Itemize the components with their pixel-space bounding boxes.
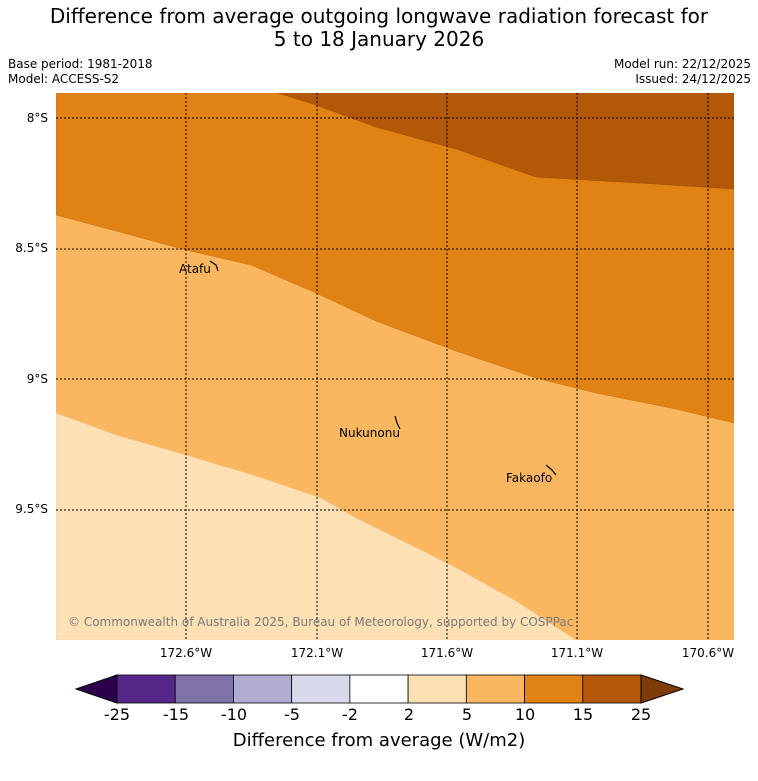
colorbar-cell xyxy=(582,674,642,704)
lon-label-171-6w: 171.6°W xyxy=(420,646,474,660)
title-line-1: Difference from average outgoing longwav… xyxy=(49,4,709,28)
colorbar-tick-m25: -25 xyxy=(103,705,131,724)
lat-label-8-5s: 8.5°S xyxy=(15,241,48,255)
colorbar-tick-m5: -5 xyxy=(284,705,300,724)
colorbar-tick-10: 10 xyxy=(514,705,536,724)
colorbar-tick-m15: -15 xyxy=(162,705,190,724)
colorbar-tick-2: 2 xyxy=(403,705,415,724)
base-period: Base period: 1981-2018 xyxy=(8,57,153,71)
graticule xyxy=(56,93,734,640)
meta-left: Base period: 1981-2018 Model: ACCESS-S2 xyxy=(8,57,153,87)
copyright-notice: © Commonwealth of Australia 2025, Bureau… xyxy=(68,615,573,629)
colorbar-label: Difference from average (W/m2) xyxy=(232,730,526,751)
meta-right: Model run: 22/12/2025 Issued: 24/12/2025 xyxy=(614,57,751,87)
fakaofo-atoll-outline xyxy=(545,464,557,476)
colorbar-extend-high xyxy=(640,674,685,704)
atoll-outlines xyxy=(209,260,557,476)
colorbar-tick-m2: -2 xyxy=(342,705,358,724)
lat-label-9-5s: 9.5°S xyxy=(15,502,48,516)
place-label-fakaofo: Fakaofo xyxy=(506,471,552,485)
colorbar-tick-5: 5 xyxy=(461,705,473,724)
colorbar-cell xyxy=(291,674,351,704)
colorbar-tick-15: 15 xyxy=(572,705,594,724)
atafu-atoll-outline xyxy=(209,260,219,272)
colorbar-extend-low xyxy=(74,674,118,704)
lat-label-8s: 8°S xyxy=(26,111,48,125)
map-title: Difference from average outgoing longwav… xyxy=(0,5,758,51)
title-line-2: 5 to 18 January 2026 xyxy=(273,27,485,51)
colorbar xyxy=(74,674,685,704)
issued-date: Issued: 24/12/2025 xyxy=(635,72,751,86)
colorbar-tick-25: 25 xyxy=(630,705,652,724)
lat-label-9s: 9°S xyxy=(26,372,48,386)
colorbar-cell xyxy=(524,674,584,704)
region-15-to-25 xyxy=(277,93,734,190)
colorbar-cell xyxy=(233,674,293,704)
lon-label-170-6w: 170.6°W xyxy=(681,646,735,660)
colorbar-cell xyxy=(349,674,409,704)
colorbar-cell xyxy=(465,674,525,704)
lon-label-172-1w: 172.1°W xyxy=(290,646,344,660)
place-label-nukunonu: Nukunonu xyxy=(339,426,400,440)
map-canvas: Atafu Nukunonu Fakaofo © Commonwealth of… xyxy=(56,93,734,640)
lon-label-171-1w: 171.1°W xyxy=(550,646,604,660)
colorbar-tick-m10: -10 xyxy=(220,705,248,724)
colorbar-cell xyxy=(116,674,176,704)
place-label-atafu: Atafu xyxy=(179,262,211,276)
model-name: Model: ACCESS-S2 xyxy=(8,72,120,86)
nukunonu-atoll-outline xyxy=(394,415,401,430)
colorbar-cell xyxy=(174,674,234,704)
lon-label-172-6w: 172.6°W xyxy=(159,646,213,660)
colorbar-cell xyxy=(407,674,467,704)
model-run: Model run: 22/12/2025 xyxy=(613,57,751,71)
